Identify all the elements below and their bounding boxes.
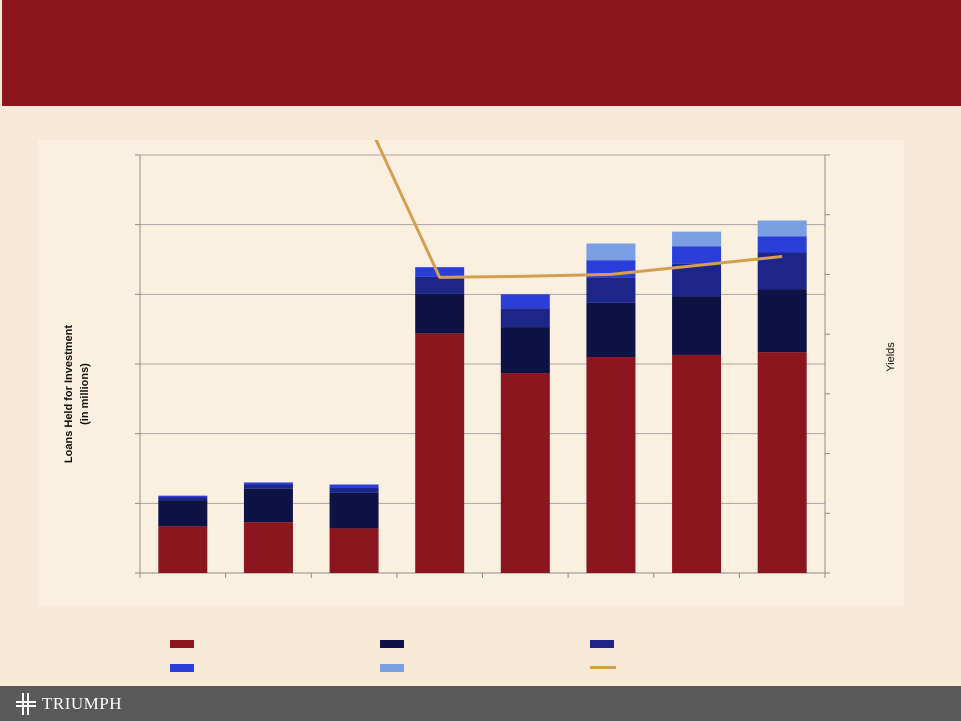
bar-s1-2: [243, 522, 293, 573]
bar-s3-7: [672, 263, 722, 297]
footer-logo: TRIUMPH: [16, 692, 122, 716]
bar-s2-3: [329, 492, 379, 529]
legend-line-yield: [590, 666, 616, 669]
bar-s4-1: [158, 495, 208, 498]
bar-s2-2: [243, 488, 293, 523]
y2-axis-title: Yields: [885, 342, 897, 372]
bar-s4-4: [415, 267, 465, 277]
bar-s2-4: [415, 293, 465, 334]
y-axis-sublabel: (in millions): [79, 363, 91, 425]
legend-swatch-1: [170, 640, 194, 648]
bar-s3-3: [329, 488, 379, 493]
y-axis-label: Loans Held for Investment: [63, 324, 75, 464]
loans-yield-chart: [135, 140, 830, 578]
bar-s2-1: [158, 500, 208, 527]
bar-s1-8: [757, 352, 807, 573]
bar-s3-6: [586, 277, 636, 303]
bar-s5-7: [672, 231, 722, 247]
yield-line: [374, 140, 783, 279]
bar-s5-6: [586, 243, 636, 261]
chart-panel: [38, 140, 904, 606]
bar-s1-7: [672, 354, 722, 573]
header-band: [2, 0, 961, 106]
footer-bar: [0, 686, 961, 721]
bar-s3-4: [415, 276, 465, 294]
bar-s2-7: [672, 296, 722, 355]
legend-swatch-5: [380, 664, 404, 672]
legend-swatch-4: [170, 664, 194, 672]
bar-s3-1: [158, 497, 208, 501]
legend-swatch-3: [590, 640, 614, 648]
logo-text: TRIUMPH: [42, 694, 123, 713]
bar-s2-5: [500, 327, 550, 374]
bar-s4-3: [329, 484, 379, 489]
bar-s1-6: [586, 357, 636, 573]
bar-s4-5: [500, 294, 550, 309]
y-axis-title: Loans Held for Investment (in millions): [61, 304, 95, 484]
legend-swatch-2: [380, 640, 404, 648]
bar-s1-4: [415, 333, 465, 573]
bar-s5-8: [757, 220, 807, 237]
bar-s1-5: [500, 373, 550, 573]
bar-s2-8: [757, 289, 807, 353]
bar-s3-2: [243, 484, 293, 489]
bar-s1-1: [158, 526, 208, 573]
bar-s4-2: [243, 482, 293, 485]
triumph-cross-icon: [16, 693, 36, 715]
bar-s4-8: [757, 236, 807, 253]
bar-s2-6: [586, 302, 636, 358]
bar-s1-3: [329, 528, 379, 573]
bar-s3-5: [500, 308, 550, 328]
bar-s4-7: [672, 246, 722, 264]
